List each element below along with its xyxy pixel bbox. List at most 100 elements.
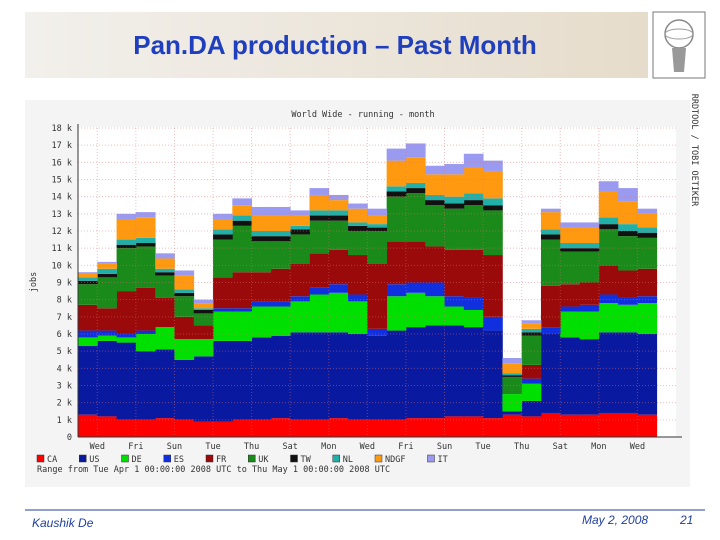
bar-segment [444,249,465,297]
bar-segment [97,273,117,278]
bar-segment [135,237,156,244]
bar-segment [560,311,580,338]
x-tick-label: Thu [514,442,529,452]
bar-segment [579,311,600,340]
bar-segment [155,349,175,419]
bar-segment [386,191,407,197]
bar-segment [328,332,349,419]
bar-segment [502,375,523,377]
legend-label: TW [301,455,312,465]
bar-segment [540,229,561,235]
bar-segment [348,419,368,437]
bar-segment [348,222,368,226]
bar-segment [405,282,426,293]
bar-segment [290,263,310,297]
bar-segment [502,394,523,412]
bar-segment [193,325,214,340]
bar-segment [540,412,561,437]
slide-title: Pan.DA production – Past Month [133,30,536,60]
bar-segment [348,208,368,223]
bar-segment [78,272,98,274]
bar-segment [367,227,388,231]
bar-segment [97,335,117,341]
bar-segment [540,334,561,413]
bar-segment [213,234,233,240]
y-tick-label: 0 [67,433,72,443]
bar-segment [78,330,98,338]
bar-segment [193,313,214,326]
bar-segment [560,306,580,312]
bar-segment [232,311,253,341]
y-tick-label: 3 k [57,382,72,392]
bar-segment [463,153,484,168]
bar-segment [290,234,310,264]
bar-segment [193,356,214,422]
bar-segment [637,237,658,269]
bar-segment [290,215,310,226]
bar-segment [193,421,214,437]
bar-segment [213,213,233,219]
bar-segment [579,339,600,415]
bar-segment [367,231,388,264]
bar-segment [560,227,580,244]
bar-segment [97,340,117,417]
bar-segment [540,208,561,213]
y-tick-label: 7 k [57,313,72,323]
bar-segment [540,212,561,230]
bar-segment [78,273,98,278]
bar-segment [78,277,98,281]
legend-label: UK [258,455,269,465]
bar-segment [618,297,638,305]
bar-segment [502,376,523,395]
bar-segment [560,284,580,307]
legend-swatch [79,454,87,463]
bar-segment [270,215,291,231]
bar-segment [348,225,368,231]
bar-segment [367,224,388,228]
bar-segment [560,337,580,415]
bar-segment [579,282,600,305]
bar-segment [290,419,310,437]
bar-segment [116,218,137,240]
bar-segment [405,292,426,328]
y-tick-label: 11 k [52,244,72,254]
legend-swatch [163,454,171,463]
bar-segment [598,412,619,437]
bar-segment [328,215,349,221]
bar-segment [232,340,253,420]
bar-segment [290,296,310,302]
legend-swatch [248,454,256,463]
bar-segment [425,194,445,201]
bar-segment [444,416,465,437]
bar-segment [251,419,272,437]
bar-segment [251,301,272,307]
legend-label: DE [132,455,142,465]
bar-segment [328,210,349,216]
bar-segment [116,291,137,334]
date: May 2, 2008 [582,513,648,527]
bar-segment [463,205,484,250]
bar-segment [618,231,638,237]
bar-segment [425,200,445,206]
bar-segment [135,212,156,218]
bar-segment [155,297,175,328]
bar-segment [155,253,175,259]
bar-segment [309,253,330,288]
bar-segment [386,284,407,297]
bar-segment [290,210,310,216]
x-tick-label: Thu [244,442,259,452]
x-tick-label: Tue [475,442,490,452]
bar-segment [463,416,484,437]
x-tick-label: Wed [360,442,375,452]
bar-segment [135,351,156,420]
bar-segment [78,284,98,305]
bar-segment [386,241,407,285]
bar-segment [598,332,619,413]
bar-segment [174,419,195,437]
bar-segment [232,419,253,437]
bar-segment [598,224,619,230]
bar-segment [444,174,465,197]
bar-segment [135,419,156,437]
y-tick-label: 4 k [57,364,72,374]
